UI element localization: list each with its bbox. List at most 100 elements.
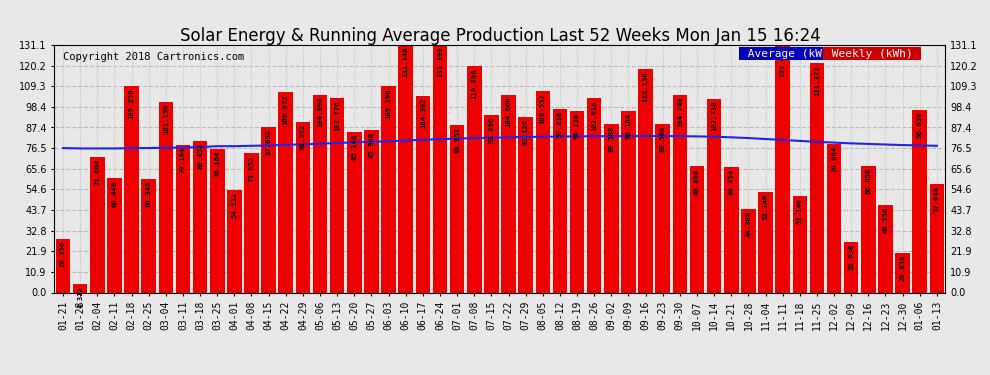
- Text: 93.120: 93.120: [523, 118, 529, 145]
- Bar: [364, 130, 379, 292]
- Bar: [621, 111, 636, 292]
- Text: 85.948: 85.948: [368, 132, 374, 158]
- Bar: [73, 284, 87, 292]
- Text: 57.640: 57.640: [934, 186, 940, 212]
- Text: 73.652: 73.652: [248, 155, 254, 182]
- Text: 89.500: 89.500: [659, 125, 665, 152]
- Text: 131.396: 131.396: [437, 46, 443, 77]
- Text: 46.550: 46.550: [882, 207, 888, 233]
- Text: 131.148: 131.148: [403, 47, 409, 77]
- Bar: [861, 166, 875, 292]
- Text: 109.256: 109.256: [129, 88, 135, 119]
- Bar: [158, 102, 173, 292]
- Bar: [125, 86, 139, 292]
- Bar: [913, 110, 927, 292]
- Bar: [810, 63, 825, 292]
- Text: 106.072: 106.072: [283, 94, 289, 125]
- Text: 44.308: 44.308: [745, 211, 751, 237]
- Bar: [347, 132, 361, 292]
- Bar: [570, 111, 584, 292]
- Bar: [639, 69, 652, 292]
- Text: 131.402: 131.402: [780, 46, 786, 77]
- Bar: [707, 99, 722, 292]
- Text: 104.696: 104.696: [317, 97, 323, 128]
- Bar: [775, 44, 790, 292]
- Bar: [672, 95, 687, 292]
- Bar: [245, 153, 258, 292]
- Text: 60.448: 60.448: [112, 180, 118, 207]
- Bar: [827, 144, 842, 292]
- Text: 93.896: 93.896: [488, 117, 494, 143]
- Bar: [381, 86, 396, 292]
- Text: Average (kWh): Average (kWh): [741, 49, 842, 59]
- Text: 90.392: 90.392: [300, 124, 306, 150]
- Bar: [416, 96, 430, 292]
- Bar: [278, 92, 293, 292]
- Text: 89.508: 89.508: [608, 125, 615, 152]
- Bar: [655, 123, 670, 292]
- Bar: [107, 178, 122, 292]
- Text: 53.146: 53.146: [762, 194, 768, 220]
- Bar: [210, 149, 225, 292]
- Text: 88.952: 88.952: [454, 126, 460, 153]
- Text: 80.452: 80.452: [197, 142, 203, 169]
- Bar: [793, 196, 807, 292]
- Text: 109.196: 109.196: [385, 88, 392, 119]
- Text: 102.738: 102.738: [711, 100, 717, 131]
- Bar: [843, 242, 858, 292]
- Bar: [433, 45, 447, 292]
- Text: 71.604: 71.604: [94, 159, 100, 186]
- Text: 85.148: 85.148: [351, 134, 357, 160]
- Bar: [398, 45, 413, 292]
- Text: 96.130: 96.130: [574, 113, 580, 139]
- Bar: [261, 127, 276, 292]
- Bar: [467, 66, 481, 292]
- Text: 104.660: 104.660: [506, 97, 512, 128]
- Bar: [313, 95, 328, 292]
- Bar: [484, 115, 499, 292]
- Text: 60.348: 60.348: [146, 180, 151, 207]
- Bar: [895, 253, 910, 292]
- Bar: [296, 122, 310, 292]
- Bar: [690, 166, 704, 292]
- Bar: [449, 124, 464, 292]
- Bar: [724, 167, 739, 292]
- Bar: [519, 117, 533, 292]
- Bar: [587, 98, 602, 292]
- Text: 66.454: 66.454: [729, 169, 735, 195]
- Text: 66.808: 66.808: [694, 168, 700, 195]
- Bar: [758, 192, 773, 292]
- Text: 106.552: 106.552: [540, 93, 545, 124]
- Text: 20.838: 20.838: [900, 255, 906, 281]
- Text: 87.692: 87.692: [265, 129, 271, 155]
- Bar: [142, 178, 156, 292]
- Text: 54.532: 54.532: [232, 192, 238, 218]
- Text: 104.302: 104.302: [420, 98, 426, 128]
- Bar: [604, 123, 619, 292]
- Text: 101.150: 101.150: [162, 104, 169, 134]
- Bar: [742, 209, 755, 292]
- Bar: [55, 239, 70, 292]
- Text: 121.372: 121.372: [814, 65, 820, 96]
- Text: 78.664: 78.664: [831, 146, 838, 172]
- Text: 28.356: 28.356: [60, 241, 66, 267]
- Text: 102.776: 102.776: [335, 100, 341, 131]
- Bar: [227, 189, 242, 292]
- Text: 119.896: 119.896: [471, 68, 477, 99]
- Bar: [501, 95, 516, 292]
- Text: 76.164: 76.164: [214, 151, 220, 177]
- Bar: [193, 141, 207, 292]
- Text: 96.638: 96.638: [917, 112, 923, 138]
- Text: 51.140: 51.140: [797, 198, 803, 224]
- Text: 104.740: 104.740: [677, 97, 683, 127]
- Title: Solar Energy & Running Average Production Last 52 Weeks Mon Jan 15 16:24: Solar Energy & Running Average Productio…: [179, 27, 821, 45]
- Bar: [175, 145, 190, 292]
- Text: 118.156: 118.156: [643, 71, 648, 102]
- Text: 97.210: 97.210: [557, 111, 563, 137]
- Text: Copyright 2018 Cartronics.com: Copyright 2018 Cartronics.com: [63, 53, 245, 62]
- Bar: [330, 99, 345, 292]
- Bar: [536, 92, 550, 292]
- Bar: [552, 109, 567, 292]
- Bar: [90, 158, 105, 292]
- Text: Weekly (kWh): Weekly (kWh): [825, 49, 920, 59]
